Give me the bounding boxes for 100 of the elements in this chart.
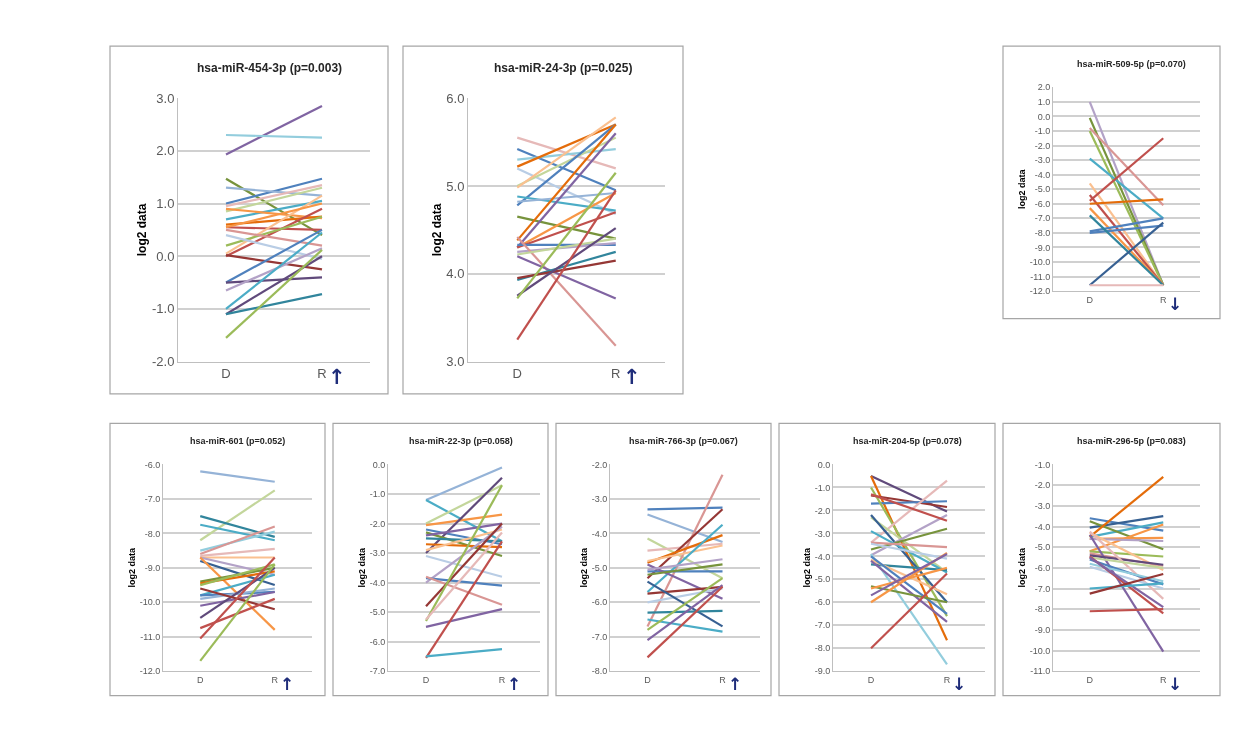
y-tick-label: -2.0 bbox=[1034, 480, 1051, 491]
x-tick-label: R bbox=[719, 675, 727, 685]
y-tick-label: -7.0 bbox=[144, 494, 161, 505]
x-tick-label: R bbox=[498, 675, 506, 685]
text: ↑ bbox=[728, 674, 743, 694]
y-axis-title: log2 data bbox=[135, 203, 150, 257]
y-tick-label: -3.0 bbox=[814, 528, 831, 539]
y-tick-label: -4.0 bbox=[369, 577, 386, 588]
y-tick-label: -1.0 bbox=[1034, 126, 1051, 137]
x-tick-label: R bbox=[271, 675, 279, 685]
x-tick-label: D bbox=[512, 366, 522, 382]
y-tick-label: -5.0 bbox=[591, 563, 608, 573]
y-tick-label: -9.0 bbox=[814, 666, 831, 677]
y-tick-label: -7.0 bbox=[591, 631, 608, 642]
y-tick-label: 0.0 bbox=[817, 459, 831, 470]
x-tick-label: R bbox=[611, 366, 621, 382]
x-tick-label: D bbox=[221, 366, 231, 382]
y-tick-label: -5.0 bbox=[369, 607, 386, 618]
chart-title: hsa-miR-454-3p (p=0.003) bbox=[197, 61, 343, 75]
text: ↑ bbox=[507, 674, 522, 694]
y-tick-label: 0.0 bbox=[156, 248, 175, 264]
y-tick-label: -7.0 bbox=[1034, 213, 1051, 224]
y-tick-label: -10.0 bbox=[1029, 645, 1051, 656]
y-tick-label: 2.0 bbox=[1037, 82, 1051, 93]
y-tick-label: -8.0 bbox=[591, 666, 608, 677]
x-tick-label: D bbox=[197, 675, 204, 685]
y-tick-label: -9.0 bbox=[1034, 242, 1051, 253]
y-tick-label: -3.0 bbox=[1034, 155, 1051, 166]
y-tick-label: -6.0 bbox=[591, 597, 608, 608]
y-axis-title: log2 data bbox=[579, 547, 590, 588]
text: ↓ bbox=[1168, 674, 1183, 694]
chart-title: hsa-miR-296-5p (p=0.083) bbox=[1077, 436, 1186, 446]
y-tick-label: 4.0 bbox=[446, 266, 465, 282]
chart-title: hsa-miR-204-5p (p=0.078) bbox=[853, 436, 962, 446]
y-tick-label: -1.0 bbox=[369, 489, 386, 500]
text: ↑ bbox=[623, 365, 641, 389]
y-tick-label: -9.0 bbox=[1034, 625, 1051, 636]
y-tick-label: 1.0 bbox=[156, 196, 175, 212]
y-tick-label: 3.0 bbox=[446, 354, 465, 370]
y-tick-label: -7.0 bbox=[814, 620, 831, 631]
y-tick-label: 6.0 bbox=[446, 90, 465, 106]
y-tick-label: -4.0 bbox=[814, 551, 831, 562]
y-tick-label: -4.0 bbox=[591, 528, 608, 539]
y-tick-label: -1.0 bbox=[151, 301, 175, 317]
y-tick-label: -9.0 bbox=[144, 563, 161, 573]
x-tick-label: R bbox=[1160, 675, 1167, 685]
y-tick-label: -2.0 bbox=[591, 459, 608, 470]
text: ↓ bbox=[952, 674, 967, 694]
y-tick-label: -6.0 bbox=[814, 597, 831, 608]
y-tick-label: -11.0 bbox=[140, 631, 161, 642]
x-tick-label: R bbox=[1160, 294, 1167, 305]
chart-title: hsa-miR-509-5p (p=0.070) bbox=[1077, 59, 1186, 69]
text: ↓ bbox=[1168, 294, 1183, 314]
y-tick-label: -8.0 bbox=[144, 528, 161, 539]
x-tick-label: R bbox=[943, 675, 951, 685]
y-tick-label: -6.0 bbox=[369, 636, 386, 647]
y-tick-label: -4.0 bbox=[1034, 169, 1051, 180]
y-tick-label: -6.0 bbox=[144, 459, 161, 470]
y-tick-label: -4.0 bbox=[1034, 521, 1051, 532]
y-tick-label: 3.0 bbox=[156, 90, 175, 106]
y-axis-title: log2 data bbox=[1017, 547, 1028, 588]
y-tick-label: -5.0 bbox=[1034, 184, 1051, 195]
y-tick-label: -10.0 bbox=[139, 597, 161, 608]
y-axis-title: log2 data bbox=[357, 547, 368, 588]
y-tick-label: -12.0 bbox=[139, 666, 161, 677]
y-tick-label: 0.0 bbox=[372, 459, 386, 470]
y-tick-label: -5.0 bbox=[814, 574, 831, 585]
y-tick-label: -8.0 bbox=[1034, 604, 1051, 615]
y-tick-label: -10.0 bbox=[1029, 257, 1051, 268]
y-tick-label: -12.0 bbox=[1029, 286, 1051, 297]
x-tick-label: D bbox=[422, 675, 430, 685]
y-axis-title: log2 data bbox=[802, 547, 813, 588]
y-tick-label: -2.0 bbox=[369, 518, 386, 529]
x-tick-label: D bbox=[644, 675, 652, 685]
x-tick-label: R bbox=[317, 366, 327, 382]
y-tick-label: -2.0 bbox=[814, 505, 831, 516]
y-tick-label: -7.0 bbox=[1034, 583, 1051, 594]
chart-title: hsa-miR-24-3p (p=0.025) bbox=[494, 61, 633, 75]
y-tick-label: -3.0 bbox=[1034, 500, 1051, 511]
y-tick-label: 2.0 bbox=[156, 143, 175, 159]
y-axis-title: log2 data bbox=[1017, 168, 1028, 209]
y-axis-title: log2 data bbox=[429, 203, 444, 257]
y-tick-label: 1.0 bbox=[1037, 97, 1051, 108]
y-tick-label: -11.0 bbox=[1030, 666, 1051, 677]
x-tick-label: D bbox=[867, 675, 875, 685]
chart-title: hsa-miR-601 (p=0.052) bbox=[190, 436, 286, 446]
text: ↑ bbox=[280, 674, 295, 694]
y-tick-label: -8.0 bbox=[1034, 228, 1051, 239]
y-tick-label: -6.0 bbox=[1034, 198, 1051, 209]
y-axis-title: log2 data bbox=[127, 547, 138, 588]
x-tick-label: D bbox=[1086, 294, 1094, 305]
chart-title: hsa-miR-766-3p (p=0.067) bbox=[629, 436, 738, 446]
y-tick-label: 0.0 bbox=[1037, 111, 1051, 122]
y-tick-label: -8.0 bbox=[814, 643, 831, 654]
y-tick-label: -6.0 bbox=[1034, 563, 1051, 573]
y-tick-label: 5.0 bbox=[446, 178, 465, 194]
chart-title: hsa-miR-22-3p (p=0.058) bbox=[409, 436, 513, 446]
y-tick-label: -3.0 bbox=[369, 548, 386, 559]
x-tick-label: D bbox=[1086, 675, 1094, 685]
y-tick-label: -11.0 bbox=[1030, 271, 1051, 282]
